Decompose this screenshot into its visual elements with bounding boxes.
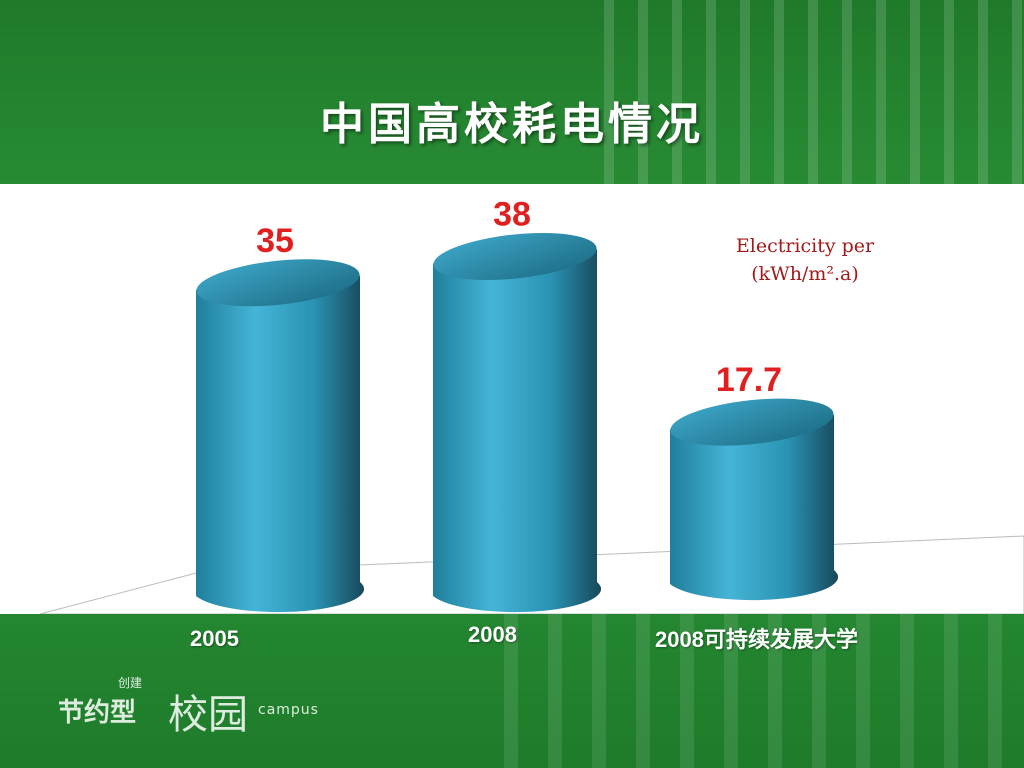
background-stripes — [604, 0, 1024, 190]
bar-top-2005 — [196, 259, 360, 307]
logo-mid-text: 节约型 — [58, 698, 137, 728]
bar-top-2008可持续发展大学 — [670, 398, 834, 446]
logo-big-text: 校园 — [168, 692, 248, 738]
background-stripes-bottom — [504, 613, 1024, 768]
data-label-2005: 35 — [256, 222, 294, 260]
logo-small-text: 创建 — [118, 676, 143, 690]
x-tick-label: 2008可持续发展大学 — [655, 627, 858, 652]
logo-english-text: campus — [258, 702, 319, 718]
bar-2008 — [433, 249, 602, 613]
bar-chart: 35 38 17.7 — [39, 196, 1024, 614]
chart-panel: 35 38 17.7 Electricity per (kWh/m².a) — [0, 184, 1024, 614]
x-tick-label: 2005 — [190, 626, 239, 651]
x-tick-label: 2008 — [468, 622, 517, 647]
bar-2008可持续发展大学 — [670, 415, 839, 601]
data-label-2008: 38 — [493, 196, 531, 234]
data-label-2008可持续发展大学: 17.7 — [716, 361, 782, 399]
bar-top-2008 — [433, 233, 597, 280]
y-axis-label-line-1: Electricity per — [735, 235, 875, 257]
y-axis-label: Electricity per (kWh/m².a) — [690, 232, 920, 288]
slide-title: 中国高校耗电情况 — [320, 99, 704, 150]
bar-2005 — [196, 275, 365, 613]
y-axis-label-line-2: (kWh/m².a) — [751, 263, 859, 285]
